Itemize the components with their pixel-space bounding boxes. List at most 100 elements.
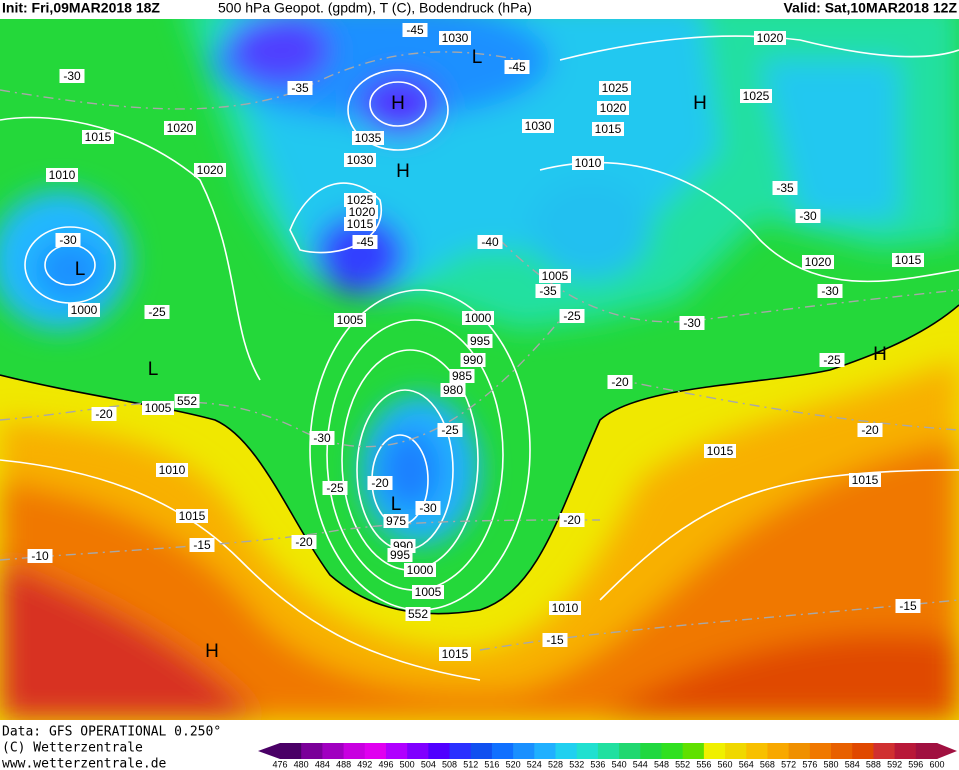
colorbar-label: 508	[442, 759, 457, 769]
contour-label: 1000	[465, 311, 492, 325]
map: 1030-45L -451020-30-35H102510201025H10151…	[0, 19, 959, 720]
colorbar-cell	[470, 743, 493, 759]
contour-label: -30	[683, 316, 701, 330]
label-box	[68, 303, 100, 317]
colorbar-label: 512	[463, 759, 478, 769]
init-time: Init: Fri,09MAR2018 18Z	[2, 0, 160, 16]
colorbar-label: 548	[654, 759, 669, 769]
contour-label: 1005	[415, 585, 442, 599]
contour-label: 1030	[347, 153, 374, 167]
label-box	[857, 423, 883, 437]
colorbar-cell	[428, 743, 451, 759]
colorbar-cell	[703, 743, 726, 759]
colorbar-cell	[513, 743, 535, 759]
contour-label: 1020	[349, 205, 376, 219]
colorbar-label: 476	[272, 759, 287, 769]
label-box	[344, 217, 376, 231]
contour-label: 1025	[602, 81, 629, 95]
colorbar-label: 504	[421, 759, 436, 769]
pressure-center: L	[148, 359, 159, 380]
colorbar-arrow-right	[937, 743, 957, 759]
label-box	[535, 284, 561, 298]
contour-label: 1020	[757, 31, 784, 45]
map-labels: 1030-45L -451020-30-35H102510201025H10151…	[27, 23, 924, 662]
contour-label: 995	[390, 548, 410, 562]
colorbar-cell	[491, 743, 514, 759]
label-box	[144, 305, 170, 319]
colorbar-label: 492	[357, 759, 372, 769]
contour-label: 1000	[407, 563, 434, 577]
contour-label: 1015	[852, 473, 879, 487]
label-box	[383, 514, 409, 528]
contour-label: 1010	[159, 463, 186, 477]
label-box	[344, 153, 376, 167]
label-box	[539, 269, 571, 283]
label-box	[174, 394, 200, 408]
colorbar-label: 588	[866, 759, 881, 769]
label-box	[795, 209, 821, 223]
label-box	[892, 253, 924, 267]
colorbar-label: 480	[294, 759, 309, 769]
label-box	[522, 119, 554, 133]
contour-label: 1015	[707, 444, 734, 458]
contour-label: -25	[563, 309, 581, 323]
contour-label: 980	[443, 383, 463, 397]
label-box	[439, 647, 471, 661]
colorbar-label: 484	[315, 759, 330, 769]
contour-label: -20	[95, 407, 113, 421]
contour-label: 995	[470, 334, 490, 348]
contour-label: -35	[776, 181, 794, 195]
label-box	[462, 311, 494, 325]
colorbar-label: 600	[929, 759, 944, 769]
label-box	[592, 122, 624, 136]
colorbar-label: 592	[887, 759, 902, 769]
label-box	[176, 509, 208, 523]
isobars	[0, 35, 959, 681]
label-box	[819, 353, 845, 367]
contour-label: -45	[508, 60, 526, 74]
colorbar-cell	[301, 743, 323, 759]
label-box	[322, 481, 348, 495]
contour-label: 1015	[85, 130, 112, 144]
colorbar-cell	[809, 743, 832, 759]
colorbar: 476 480 484 488 492 496 500 504 508 512 516 520 524 5…	[258, 743, 957, 769]
label-box	[27, 549, 53, 563]
label-box	[82, 130, 114, 144]
label-box	[156, 463, 188, 477]
contour-label: -30	[59, 233, 77, 247]
label-box	[402, 23, 428, 37]
colorbar-label: 528	[548, 759, 563, 769]
pressure-center: H	[693, 93, 707, 114]
colorbar-cell	[619, 743, 641, 759]
label-box	[704, 444, 736, 458]
colorbar-cell	[322, 743, 345, 759]
contour-label: 1010	[49, 168, 76, 182]
contour-label: -40	[481, 235, 499, 249]
contour-label: 1020	[197, 163, 224, 177]
contour-label: 1015	[179, 509, 206, 523]
label-box	[405, 607, 431, 621]
map-title: 500 hPa Geopot. (gpdm), T (C), Bodendruc…	[218, 0, 532, 16]
colorbar-cell	[555, 743, 578, 759]
contour-label: 1005	[542, 269, 569, 283]
colorbar-cell	[852, 743, 874, 759]
pressure-center: H	[205, 641, 219, 662]
contour-552	[0, 304, 959, 615]
colorbar-cell	[725, 743, 747, 759]
colorbar-label: 572	[781, 759, 796, 769]
colorbar-cell	[873, 743, 896, 759]
label-box	[415, 501, 441, 515]
contour-label: 975	[386, 514, 406, 528]
contour-label: 1020	[805, 255, 832, 269]
contour-label: -20	[611, 375, 629, 389]
label-box	[802, 255, 834, 269]
label-box	[346, 205, 378, 219]
label-box	[164, 121, 196, 135]
label-box	[46, 168, 78, 182]
label-box	[412, 585, 444, 599]
pressure-center: H	[396, 161, 410, 182]
label-box	[607, 375, 633, 389]
colorbar-label: 568	[760, 759, 775, 769]
colorbar-label: 516	[484, 759, 499, 769]
